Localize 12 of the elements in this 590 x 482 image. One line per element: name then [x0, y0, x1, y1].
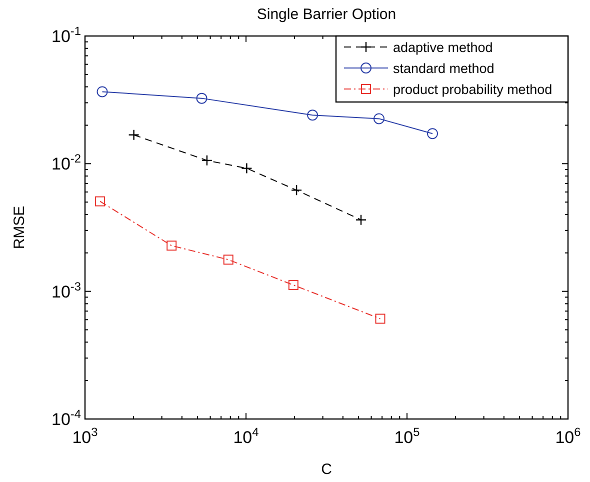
legend-label: adaptive method — [393, 40, 493, 55]
x-axis-title: C — [321, 461, 332, 478]
chart-title: Single Barrier Option — [256, 6, 396, 23]
y-tick-label: 10$^{-3}$ — [52, 279, 82, 302]
y-tick-label: 10$^{-2}$ — [52, 152, 82, 174]
y-tick-label: 10$^{-1}$ — [52, 24, 82, 46]
x-tick-label: 10$^{5}$ — [394, 425, 420, 447]
legend-label: standard method — [393, 61, 494, 76]
x-tick-label: 10$^{6}$ — [555, 425, 582, 447]
legend-label: product probability method — [393, 82, 552, 97]
y-axis-title: RMSE — [11, 206, 28, 250]
x-tick-label: 10$^{4}$ — [233, 425, 260, 447]
